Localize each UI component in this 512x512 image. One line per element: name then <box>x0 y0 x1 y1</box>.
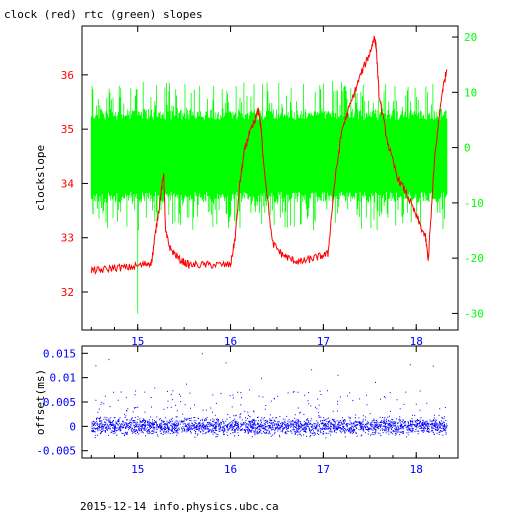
bottom-x-tick-label: 17 <box>317 463 330 476</box>
top-y-axis-label: clockslope <box>34 145 47 211</box>
top-right-y-tick-label: -20 <box>464 252 484 265</box>
top-right-y-tick-label: 10 <box>464 86 477 99</box>
top-left-y-tick-label: 34 <box>61 177 75 190</box>
bottom-plot-frame <box>81 345 459 459</box>
top-x-tick-label: 16 <box>224 335 237 348</box>
top-plot: 15 16 17 18 32 33 34 35 36 -30 -20 -10 0 10 20 <box>61 25 484 348</box>
top-right-y-tick-label: -10 <box>464 197 484 210</box>
bottom-y-tick-label: 0.01 <box>50 372 77 385</box>
top-x-tick-label: 18 <box>410 335 423 348</box>
green-rtc-series <box>90 81 448 314</box>
bottom-y-axis-label: offset(ms) <box>34 369 47 435</box>
offset-scatter-points <box>91 353 448 439</box>
bottom-y-tick-label: 0 <box>69 420 76 433</box>
bottom-y-tick-label: -0.005 <box>36 445 76 458</box>
bottom-y-tick-label: 0.005 <box>43 396 76 409</box>
top-left-y-tick-label: 32 <box>61 286 74 299</box>
top-left-y-tick-label: 35 <box>61 123 74 136</box>
top-right-y-tick-label: 20 <box>464 31 477 44</box>
top-right-y-tick-label: 0 <box>464 142 471 155</box>
bottom-x-tick-label: 16 <box>224 463 237 476</box>
green-rtc-band <box>90 82 448 231</box>
top-right-y-tick-label: -30 <box>464 307 484 320</box>
top-x-tick-label: 15 <box>131 335 144 348</box>
footer-credit: 2015-12-14 info.physics.ubc.ca <box>80 500 279 512</box>
top-x-tick-label: 17 <box>317 335 330 348</box>
top-left-y-tick-label: 33 <box>61 232 74 245</box>
top-plot-frame <box>81 25 459 331</box>
bottom-y-tick-label: 0.015 <box>43 347 76 360</box>
bottom-plot: 15 16 17 18 0.015 0.01 0.005 0 -0.005 <box>36 345 459 476</box>
top-left-y-tick-label: 36 <box>61 69 74 82</box>
chart-title: clock (red) rtc (green) slopes <box>4 8 203 21</box>
bottom-x-tick-label: 18 <box>410 463 423 476</box>
bottom-x-tick-label: 15 <box>131 463 144 476</box>
red-clock-series <box>90 34 448 276</box>
